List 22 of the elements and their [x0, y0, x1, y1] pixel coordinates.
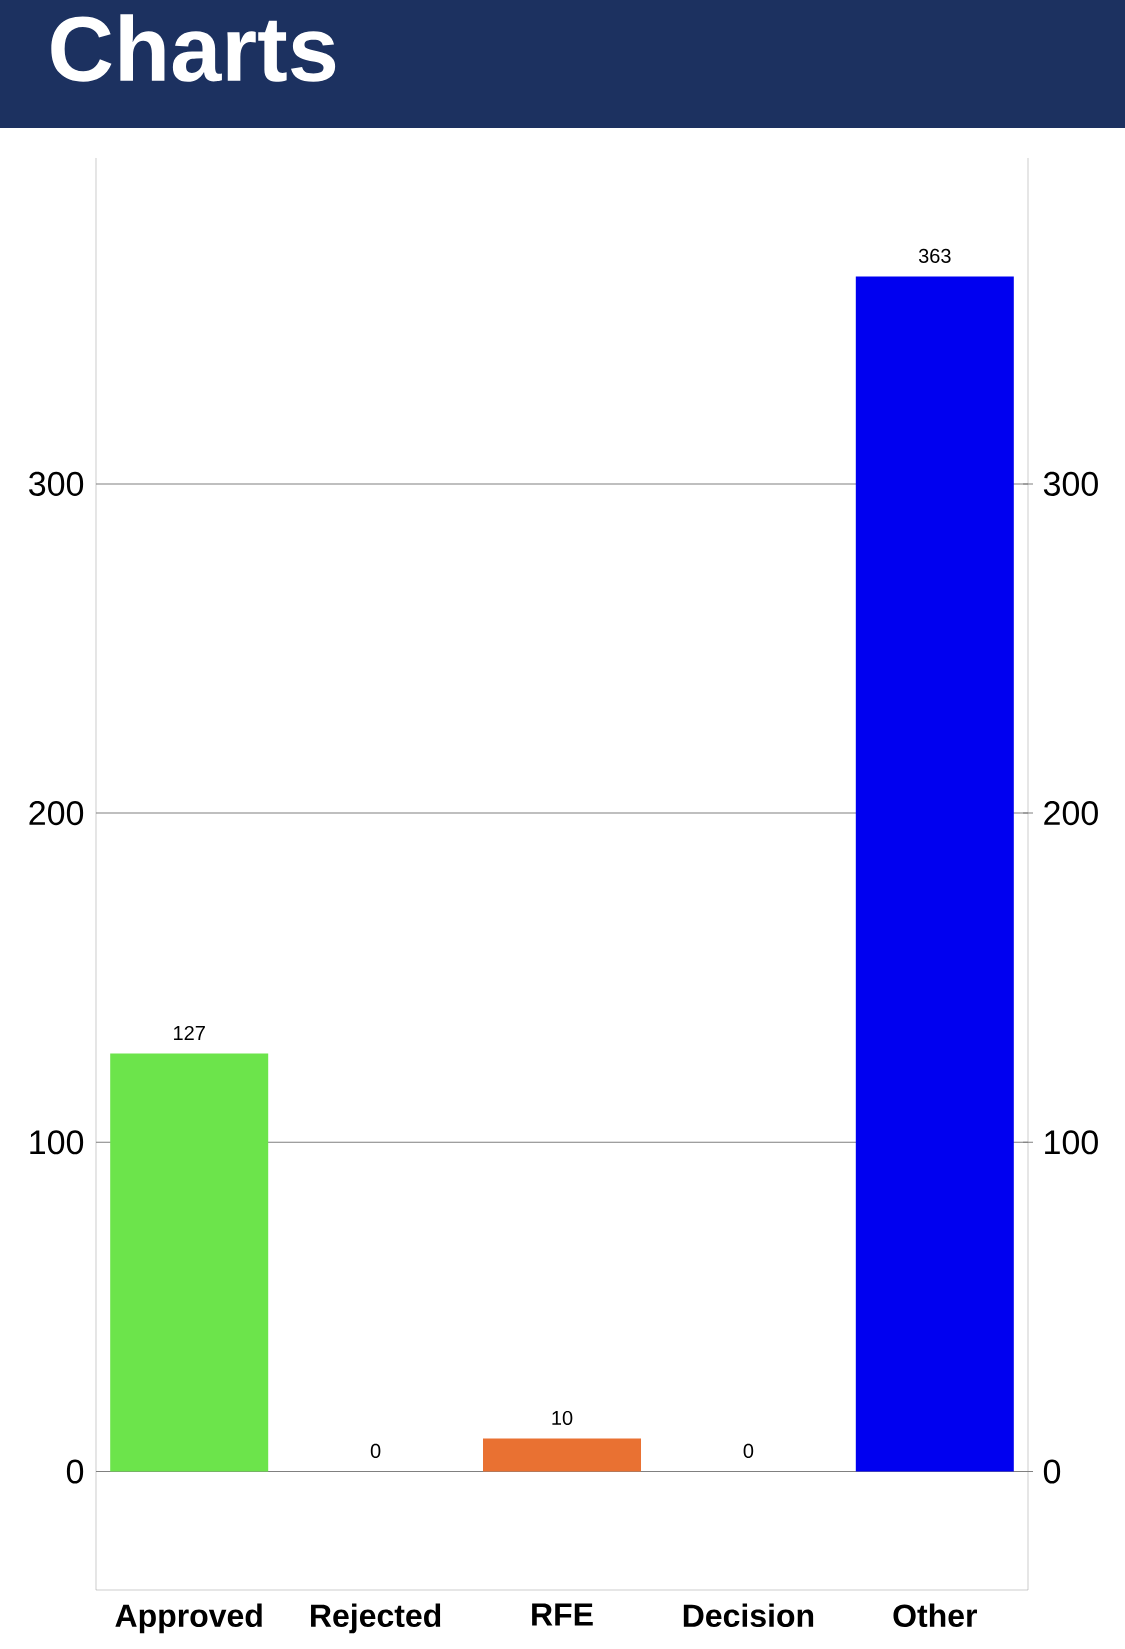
bar — [855, 276, 1014, 1472]
y2-tick-label: 100 — [1045, 1130, 1098, 1155]
x-tick-label: Other — [893, 1603, 977, 1628]
y2-tick-label: 200 — [1044, 801, 1098, 826]
data-label: 127 — [174, 1025, 205, 1040]
y2-tick-label: 300 — [1043, 471, 1098, 496]
data-label: 10 — [552, 1410, 573, 1426]
y-tick-label: 0 — [66, 1459, 84, 1484]
y-tick-label: 100 — [30, 1130, 84, 1155]
x-tick-label: Decision — [683, 1603, 814, 1628]
data-label: 0 — [743, 1443, 754, 1458]
bar — [110, 1053, 269, 1472]
y2-tick-label: 0 — [1043, 1459, 1061, 1484]
chart-title: Charts — [51, 14, 336, 82]
data-label: 0 — [370, 1443, 381, 1458]
x-tick-label: RFE — [532, 1603, 593, 1626]
y-tick-label: 200 — [29, 801, 84, 826]
x-tick-label: Rejected — [311, 1603, 441, 1634]
y-tick-label: 300 — [29, 471, 84, 496]
data-label: 363 — [918, 248, 951, 263]
bar — [483, 1438, 642, 1472]
x-tick-label: Approved — [115, 1603, 262, 1634]
